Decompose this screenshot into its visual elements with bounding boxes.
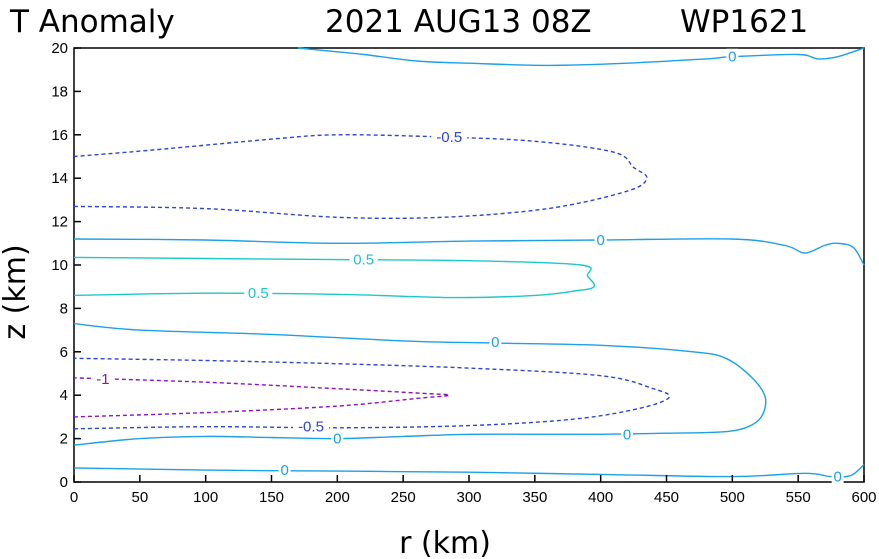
contour-label: 0	[833, 469, 841, 486]
y-tick-label: 2	[60, 431, 68, 448]
contour-label-background	[831, 468, 844, 485]
contour-label-background	[293, 418, 329, 435]
y-tick-label: 14	[51, 170, 68, 187]
contour-label-background	[92, 370, 113, 387]
contour-line	[73, 256, 596, 299]
contour-label: 0	[491, 334, 499, 351]
x-tick-label: 550	[786, 489, 811, 506]
contour-label: 0	[596, 232, 604, 249]
contour-label-background	[594, 232, 607, 249]
x-tick-label: 100	[193, 489, 218, 506]
contour-label-background	[621, 426, 633, 443]
x-tick-label: 0	[70, 489, 78, 506]
contour-label: 0	[333, 431, 341, 448]
x-tick-label: 200	[325, 489, 350, 506]
y-tick-label: 6	[60, 344, 68, 361]
y-tick-label: 4	[60, 387, 68, 404]
contour-label: 0	[280, 462, 288, 479]
x-tick-label: 600	[851, 489, 876, 506]
contour-label: 0.5	[353, 252, 374, 269]
x-tick-label: 500	[720, 489, 745, 506]
x-tick-label: 400	[588, 489, 613, 506]
contour-line	[73, 238, 865, 266]
contour-label: -0.5	[298, 419, 324, 436]
y-tick-label: 10	[51, 257, 68, 274]
contour-label-background	[431, 128, 468, 145]
y-tick-label: 18	[51, 83, 68, 100]
contour-label: 0	[623, 426, 631, 443]
contour-label: -1	[96, 371, 109, 388]
contour-labels: 0 0 0 0 0 0 0 0.5 0.5 -0.5 -0.5 -1	[92, 48, 844, 486]
y-tick-label: 20	[51, 40, 68, 57]
contour-line	[73, 322, 767, 446]
y-axis-ticks: 0 2 4 6 8 10 12 14 16 18 20	[51, 40, 81, 491]
title-left: T Anomaly	[9, 4, 175, 40]
title-storm: WP1621	[680, 4, 808, 40]
x-axis-ticks: 0 50 100 150 200 250 300 350 400 450 500 550 600	[70, 475, 877, 506]
contour-label-background	[244, 285, 273, 302]
x-tick-label: 350	[522, 489, 547, 506]
title-date: 2021 AUG13 08Z	[325, 4, 592, 40]
y-tick-label: 8	[60, 300, 68, 317]
contour-label: 0	[728, 49, 736, 66]
x-tick-label: 50	[131, 489, 148, 506]
contour-line	[73, 134, 648, 220]
x-tick-label: 150	[259, 489, 284, 506]
x-axis-label: r (km)	[399, 526, 491, 559]
x-tick-label: 250	[391, 489, 416, 506]
contour-label: -0.5	[436, 129, 462, 146]
contour-lines	[73, 47, 865, 478]
y-tick-label: 12	[51, 214, 68, 231]
contour-label: 0.5	[248, 285, 269, 302]
contour-label-background	[278, 462, 291, 479]
y-axis-label: z (km)	[0, 244, 33, 339]
contour-line	[73, 357, 671, 430]
y-tick-label: 0	[60, 474, 68, 491]
contour-label-background	[331, 430, 344, 447]
contour-line	[297, 47, 865, 67]
plot-frame	[73, 47, 865, 483]
x-tick-label: 300	[456, 489, 481, 506]
contour-label-background	[489, 334, 502, 351]
chart-title: T Anomaly 2021 AUG13 08Z WP1621	[9, 4, 808, 40]
contour-label-background	[349, 251, 378, 268]
y-tick-label: 16	[51, 127, 68, 144]
contour-line	[73, 377, 451, 418]
x-tick-label: 450	[654, 489, 679, 506]
contour-label-background	[726, 48, 739, 65]
